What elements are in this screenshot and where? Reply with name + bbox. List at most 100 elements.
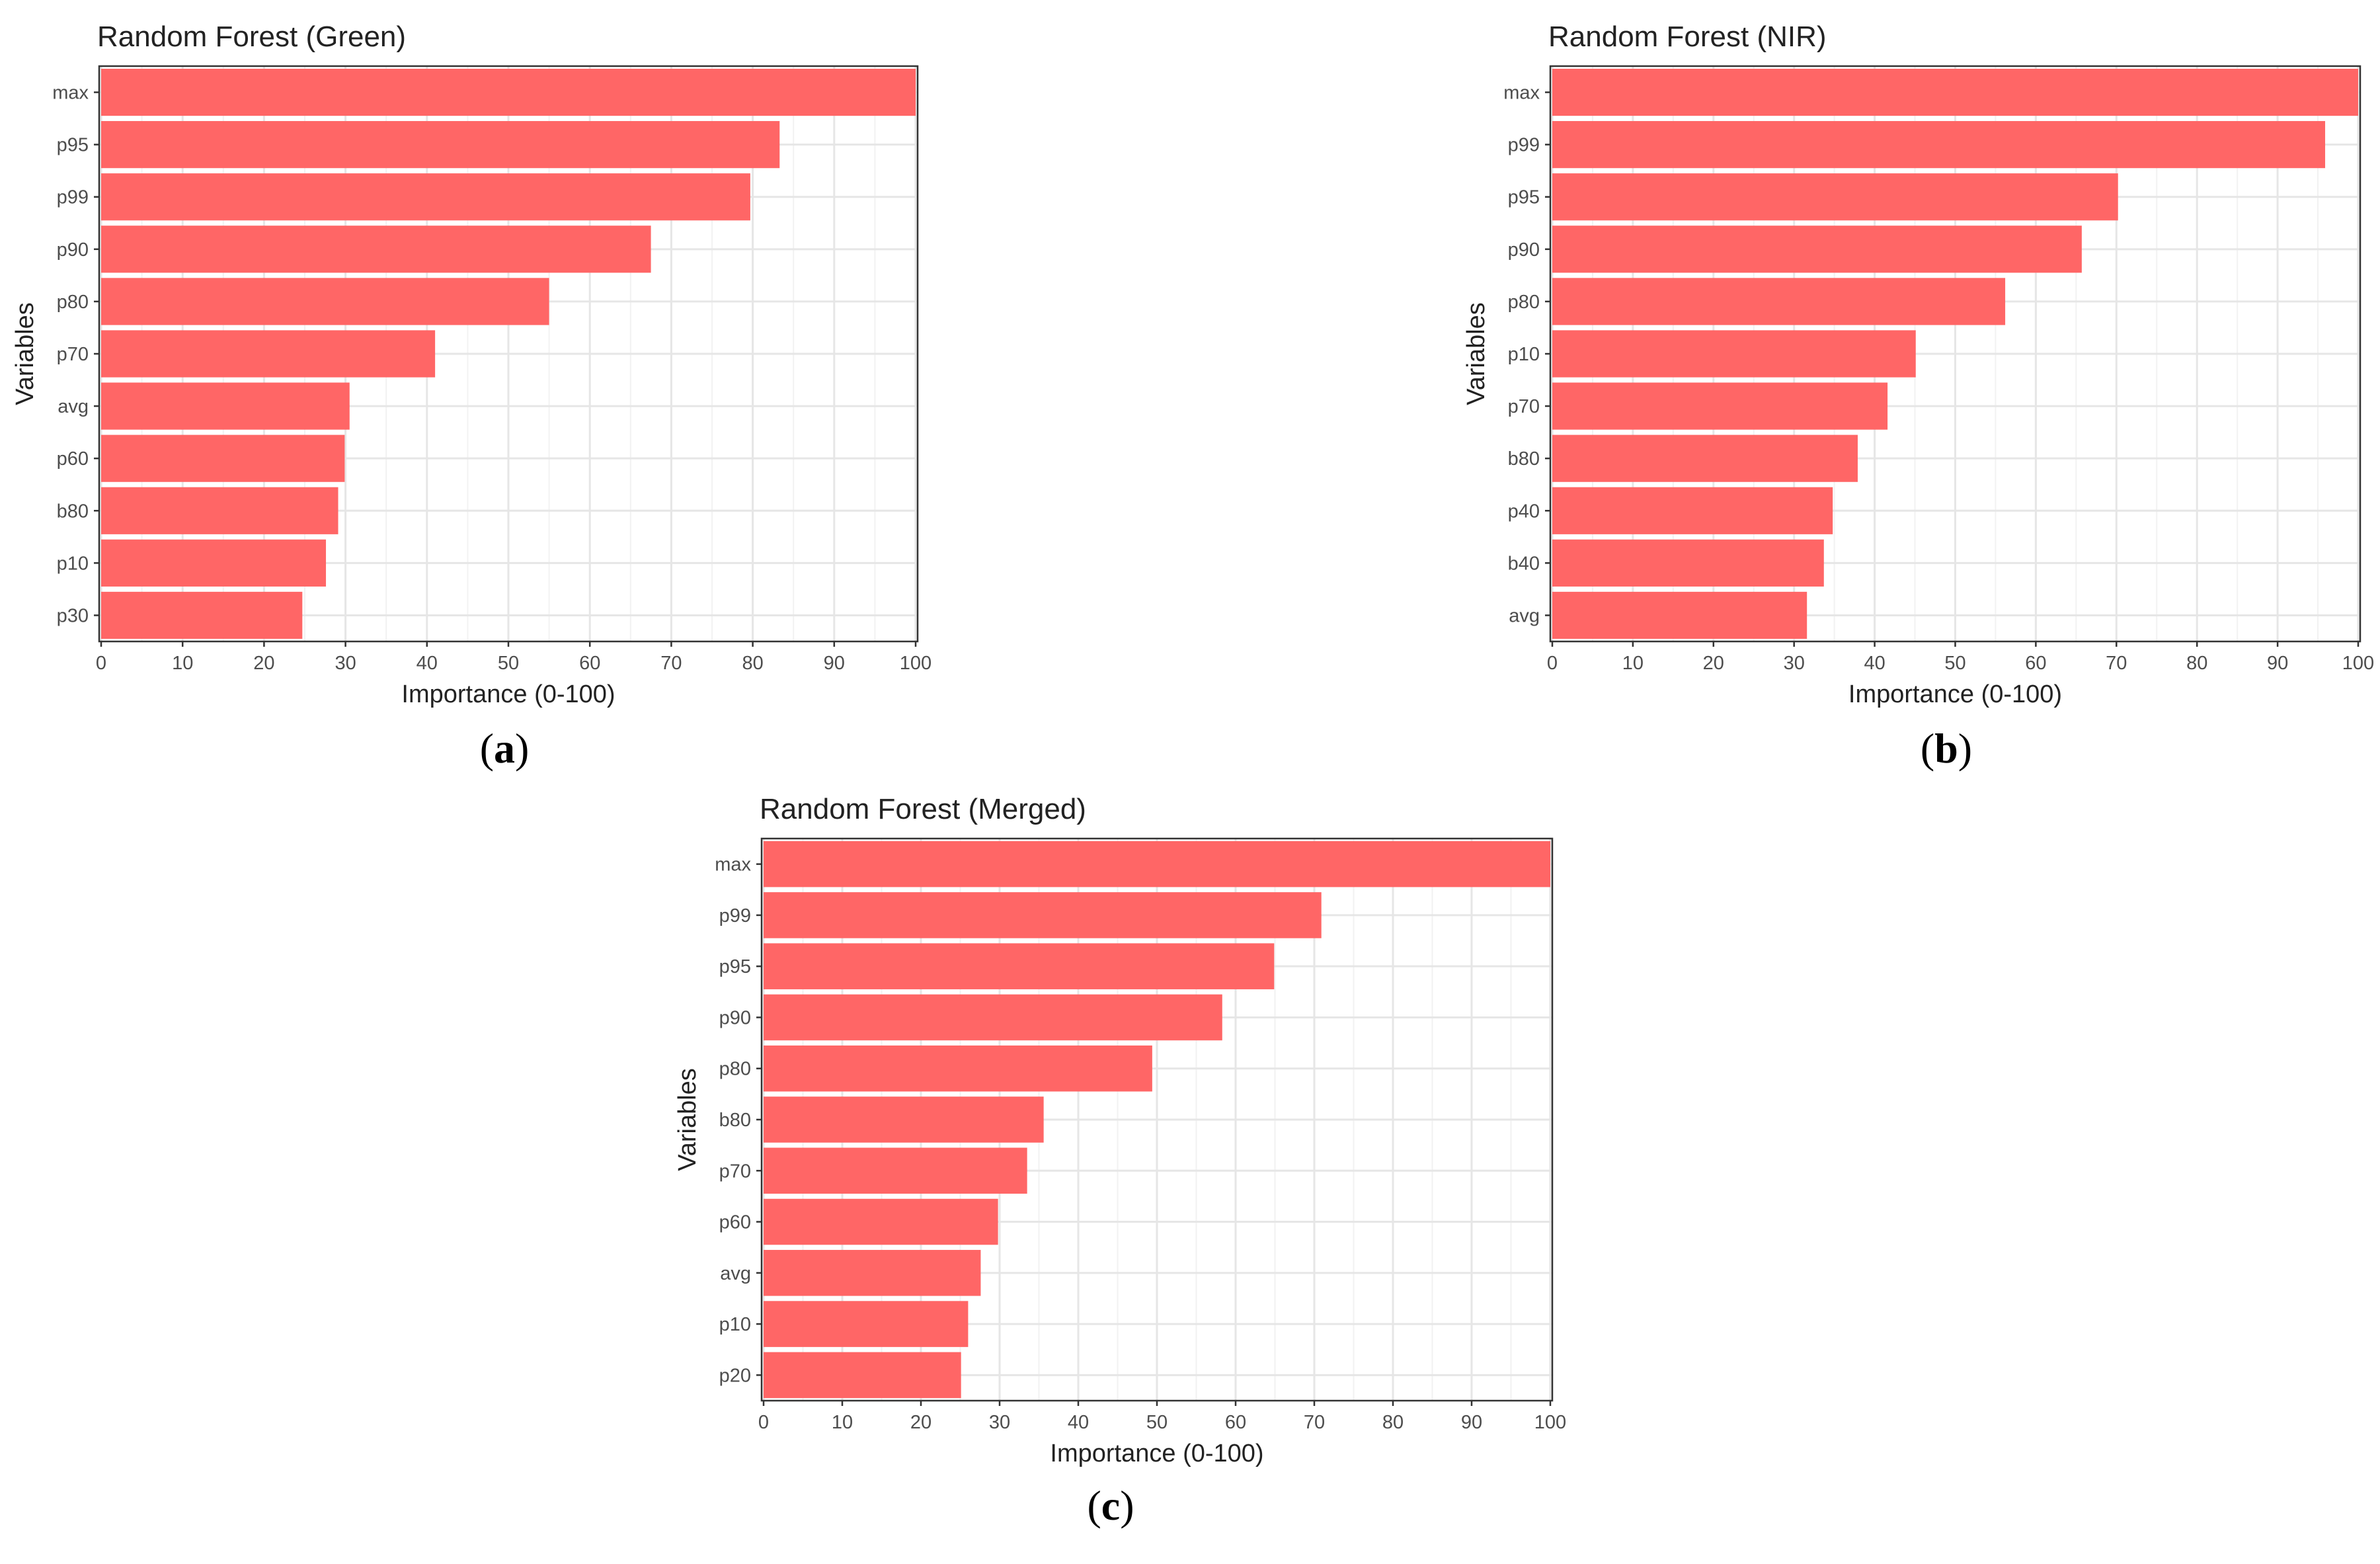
x-tick-label: 0 (758, 1412, 769, 1433)
x-tick-label: 70 (2106, 653, 2127, 674)
y-tick-label: p99 (1508, 135, 1540, 156)
chart-panel-green: max p95 p99 p90 p80 p70 avg p60 b80 p10 p30 0 10 20 30… (0, 0, 959, 721)
x-tick-label: 90 (2267, 653, 2288, 674)
y-tick-label: max (1503, 83, 1540, 104)
bar-avg (101, 382, 350, 430)
x-tick-label: 50 (1944, 653, 1965, 674)
bar-p70 (764, 1147, 1027, 1194)
y-tick-label: max (715, 854, 751, 876)
x-tick-label: 30 (335, 653, 356, 674)
y-tick-label: max (52, 83, 89, 104)
bar-max (764, 841, 1550, 887)
bar-p95 (1552, 173, 2118, 221)
y-tick-label: p10 (1508, 344, 1540, 365)
bar-p10 (1552, 330, 1916, 378)
y-tick-label: p30 (57, 605, 89, 626)
y-tick-label: p80 (1508, 292, 1540, 313)
y-tick-label: p99 (57, 187, 89, 208)
bar-p95 (764, 943, 1275, 989)
x-tick-label: 0 (96, 653, 106, 674)
y-tick-label: avg (58, 396, 89, 417)
bar-p80 (1552, 278, 2006, 325)
x-tick-label: 100 (900, 653, 932, 674)
bar-p10 (101, 539, 327, 587)
bar-p70 (1552, 382, 1888, 430)
bar-b80 (764, 1096, 1044, 1143)
bar-p30 (101, 591, 303, 639)
x-tick-label: 0 (1547, 653, 1558, 674)
bar-p10 (764, 1301, 969, 1347)
x-tick-label: 50 (498, 653, 519, 674)
x-tick-label: 60 (2025, 653, 2046, 674)
y-tick-label: p80 (719, 1059, 751, 1080)
y-axis-label: Variables (1462, 302, 1490, 405)
bar-p95 (101, 121, 780, 169)
x-tick-label: 70 (660, 653, 682, 674)
chart-nir: max p99 p95 p90 p80 p10 p70 b80 p40 b40 avg 0 10 20 30… (1462, 21, 2374, 708)
y-tick-label: p10 (719, 1314, 751, 1335)
x-tick-label: 70 (1304, 1412, 1325, 1433)
x-tick-label: 80 (1382, 1412, 1404, 1433)
x-tick-label: 40 (1068, 1412, 1089, 1433)
y-tick-label: b80 (1508, 448, 1540, 470)
y-tick-label: p40 (1508, 501, 1540, 522)
y-tick-label: p60 (57, 448, 89, 470)
x-tick-label: 60 (579, 653, 600, 674)
bar-p90 (764, 994, 1222, 1041)
y-tick-label: b80 (719, 1110, 751, 1131)
x-tick-label: 20 (1703, 653, 1724, 674)
bar-p80 (101, 278, 549, 325)
bar-p20 (764, 1352, 961, 1399)
chart-panel-merged: max p99 p95 p90 p80 b80 p70 p60 avg p10 p20 0 10 20 30… (661, 780, 1587, 1475)
bar-b40 (1552, 539, 1824, 587)
y-tick-label: p99 (719, 905, 751, 926)
x-tick-label: 20 (253, 653, 274, 674)
x-axis-label: Importance (0-100) (1848, 680, 2062, 708)
x-tick-label: 100 (1534, 1412, 1566, 1433)
bar-p99 (764, 892, 1322, 938)
y-tick-label: p20 (719, 1365, 751, 1386)
chart-title: Random Forest (NIR) (1548, 21, 1827, 53)
y-tick-label: avg (1509, 605, 1540, 626)
y-tick-label: p95 (1508, 187, 1540, 208)
y-axis-label: Variables (674, 1068, 701, 1171)
bar-p99 (101, 173, 750, 221)
y-tick-label: p70 (719, 1161, 751, 1182)
x-axis-label: Importance (0-100) (401, 680, 615, 708)
y-axis-label: Variables (11, 302, 39, 405)
caption-c: (c) (1087, 1482, 1134, 1529)
x-tick-label: 80 (2186, 653, 2207, 674)
chart-merged: max p99 p95 p90 p80 b80 p70 p60 avg p10 p20 0 10 20 30… (674, 793, 1566, 1467)
chart-panel-nir: max p99 p95 p90 p80 p10 p70 b80 p40 b40 avg 0 10 20 30… (1441, 0, 2380, 721)
bar-p40 (1552, 487, 1833, 534)
y-tick-label: p60 (719, 1212, 751, 1233)
bar-p70 (101, 330, 436, 378)
y-tick-label: p90 (1508, 239, 1540, 261)
x-tick-label: 40 (416, 653, 438, 674)
bar-p60 (764, 1198, 998, 1245)
caption-b: (b) (1920, 725, 1973, 772)
bar-max (1552, 68, 2358, 116)
bar-b80 (1552, 434, 1858, 482)
bar-p90 (101, 226, 651, 273)
x-tick-label: 10 (832, 1412, 853, 1433)
x-tick-label: 80 (742, 653, 763, 674)
bar-p60 (101, 434, 345, 482)
caption-a: (a) (479, 725, 530, 772)
y-tick-label: b40 (1508, 553, 1540, 574)
y-tick-label: p10 (57, 553, 89, 574)
x-tick-label: 10 (1622, 653, 1644, 674)
x-tick-label: 30 (1784, 653, 1805, 674)
y-tick-label: b80 (57, 501, 89, 522)
y-tick-label: p70 (1508, 396, 1540, 417)
y-tick-label: p95 (719, 956, 751, 977)
x-tick-label: 100 (2342, 653, 2374, 674)
x-tick-label: 90 (1461, 1412, 1482, 1433)
y-tick-label: p80 (57, 292, 89, 313)
bar-b80 (101, 487, 338, 534)
x-axis-label: Importance (0-100) (1050, 1440, 1263, 1467)
bar-p99 (1552, 121, 2326, 169)
x-tick-label: 60 (1225, 1412, 1246, 1433)
x-tick-label: 10 (172, 653, 193, 674)
chart-title: Random Forest (Merged) (760, 793, 1086, 825)
